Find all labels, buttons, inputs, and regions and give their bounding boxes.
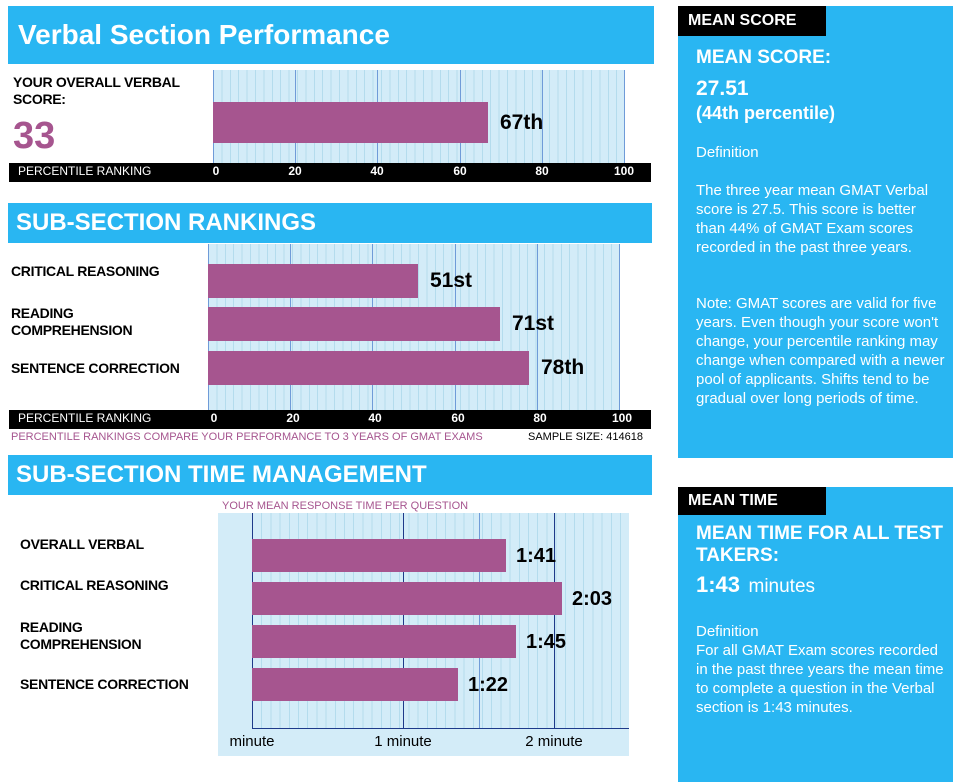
subsection-axis-bar: PERCENTILE RANKING 0 20 40 60 80 100 [9, 410, 651, 429]
overall-axis-title: PERCENTILE RANKING [18, 164, 152, 178]
overall-plot-area: 67th [213, 70, 625, 163]
row-label-sentence-correction: SENTENCE CORRECTION [11, 360, 180, 376]
time-subtitle: YOUR MEAN RESPONSE TIME PER QUESTION [222, 500, 469, 512]
overall-score-value: 33 [13, 115, 56, 157]
bar-value-label: 1:41 [516, 545, 557, 567]
axis-tick-label: 60 [453, 164, 467, 178]
bar-overall-verbal [213, 102, 488, 143]
gridline [624, 70, 625, 163]
subsection-title-banner: SUB-SECTION RANKINGS [8, 203, 652, 243]
mean-time-tag: MEAN TIME [678, 487, 826, 515]
mean-time-unit: minutes [748, 576, 816, 597]
axis-tick-label: 100 [613, 164, 635, 178]
mean-time-heading: MEAN TIME FOR ALL TEST TAKERS: [696, 523, 943, 566]
bar-reading-comprehension [252, 625, 516, 658]
bar-critical-reasoning [208, 264, 418, 298]
gridline [537, 244, 538, 410]
time-axis-ticks: minute 1 minute 2 minute [229, 733, 629, 753]
time-row-label-sentence-correction: SENTENCE CORRECTION [20, 676, 189, 692]
mean-time-value-row: 1:43 minutes [696, 572, 815, 598]
time-row-label-reading-comprehension: READING COMPREHENSION [20, 619, 142, 652]
gridline [403, 513, 404, 728]
bar-sentence-correction [252, 668, 458, 701]
time-row-label-overall-verbal: OVERALL VERBAL [20, 536, 144, 552]
mean-score-heading: MEAN SCORE: [696, 47, 832, 68]
time-chart-panel: 1:41 2:03 1:45 1:22 minute 1 minute 2 minute [218, 513, 629, 756]
gridline [542, 70, 543, 163]
subsection-footnote: PERCENTILE RANKINGS COMPARE YOUR PERFORM… [11, 431, 483, 443]
bar-value-label: 2:03 [572, 588, 613, 610]
mean-score-tag: MEAN SCORE [678, 6, 826, 36]
overall-axis-ticks: 0 20 40 60 80 100 [212, 163, 634, 180]
row-label-critical-reasoning: CRITICAL REASONING [11, 263, 160, 279]
bar-value-label: 1:45 [526, 631, 567, 653]
axis-tick-label: 80 [533, 411, 547, 425]
mean-time-definition-text: For all GMAT Exam scores recorded in the… [696, 642, 944, 716]
mean-score-percentile: (44th percentile) [696, 103, 836, 123]
mean-score-definition-label: Definition [696, 144, 759, 161]
verbal-title: Verbal Section Performance [18, 19, 390, 50]
bar-sentence-correction [208, 351, 529, 385]
bar-value-label: 51st [430, 269, 473, 292]
bar-overall-verbal [252, 539, 506, 572]
axis-tick-label: 0 [210, 411, 218, 425]
row-label-reading-comprehension: READING COMPREHENSION [11, 305, 133, 338]
mean-time-definition-label: Definition [696, 623, 759, 640]
axis-tick-label: 80 [535, 164, 549, 178]
subsection-title: SUB-SECTION RANKINGS [16, 209, 317, 236]
gridline [252, 513, 253, 728]
axis-tick-label: 40 [368, 411, 382, 425]
mean-score-panel: MEAN SCORE MEAN SCORE: 27.51 (44th perce… [678, 6, 953, 458]
overall-score-label: YOUR OVERALL VERBAL SCORE: [13, 74, 180, 107]
time-x-axis-line [252, 728, 629, 729]
mean-score-definition-text: The three year mean GMAT Verbal score is… [696, 182, 929, 256]
time-axis-tick-label: 1 minute [374, 733, 432, 750]
bar-value-label: 71st [512, 312, 555, 335]
time-title: SUB-SECTION TIME MANAGEMENT [16, 461, 427, 488]
time-title-banner: SUB-SECTION TIME MANAGEMENT [8, 455, 652, 495]
subsection-plot-area: 51st 71st 78th [208, 244, 620, 410]
axis-tick-label: 60 [451, 411, 465, 425]
subsection-axis-ticks: 0 20 40 60 80 100 [210, 410, 632, 427]
time-plot-area: 1:41 2:03 1:45 1:22 [252, 513, 629, 728]
bar-critical-reasoning [252, 582, 562, 615]
subsection-axis-title: PERCENTILE RANKING [18, 411, 152, 425]
gridline [619, 244, 620, 410]
verbal-title-banner: Verbal Section Performance [8, 6, 654, 64]
bar-value-label: 1:22 [468, 674, 509, 696]
mean-time-value: 1:43 [696, 572, 741, 597]
axis-tick-label: 40 [370, 164, 384, 178]
axis-tick-label: 20 [286, 411, 300, 425]
mean-score-note: Note: GMAT scores are valid for five yea… [696, 295, 945, 407]
time-axis-tick-label: 2 minute [525, 733, 583, 750]
axis-tick-label: 100 [611, 411, 633, 425]
time-row-label-critical-reasoning: CRITICAL REASONING [20, 577, 169, 593]
axis-tick-label: 20 [288, 164, 302, 178]
sample-size: SAMPLE SIZE: 414618 [528, 431, 643, 443]
axis-tick-label: 0 [212, 164, 220, 178]
overall-axis-bar: PERCENTILE RANKING 0 20 40 60 80 100 [9, 163, 651, 182]
gridline [479, 513, 480, 728]
bar-value-label: 67th [500, 111, 544, 134]
gridline [554, 513, 555, 728]
mean-score-value: 27.51 [696, 77, 749, 100]
time-axis-tick-label: minute [229, 733, 275, 750]
mean-time-panel: MEAN TIME MEAN TIME FOR ALL TEST TAKERS:… [678, 487, 953, 782]
bar-value-label: 78th [541, 356, 585, 379]
bar-reading-comprehension [208, 307, 500, 341]
